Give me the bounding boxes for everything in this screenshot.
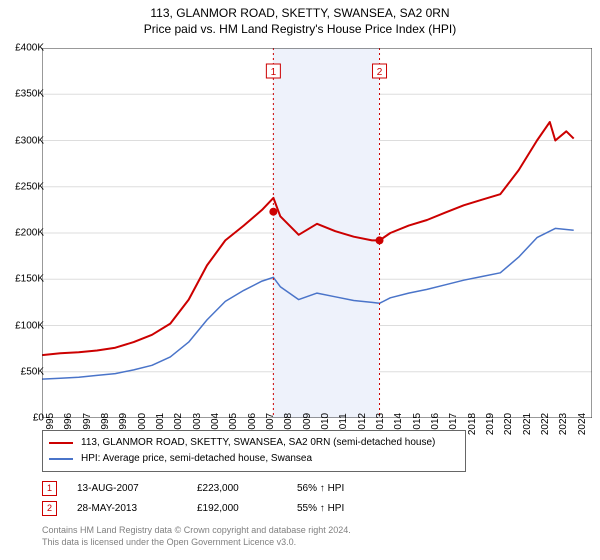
sale-marker-1-index: 1 — [47, 483, 52, 493]
sale-price-1: £223,000 — [197, 483, 297, 494]
legend-label-hpi: HPI: Average price, semi-detached house,… — [81, 451, 312, 467]
y-tick-label: £250K — [4, 181, 44, 192]
x-tick-label: 2023 — [558, 413, 569, 435]
sale-row-2: 2 28-MAY-2013 £192,000 55% ↑ HPI — [42, 498, 397, 518]
legend-row-hpi: HPI: Average price, semi-detached house,… — [49, 451, 459, 467]
x-tick-label: 2019 — [485, 413, 496, 435]
sales-table: 1 13-AUG-2007 £223,000 56% ↑ HPI 2 28-MA… — [42, 478, 397, 518]
sale-marker-2: 2 — [42, 501, 57, 516]
title-subtitle: Price paid vs. HM Land Registry's House … — [0, 22, 600, 36]
chart-container: 113, GLANMOR ROAD, SKETTY, SWANSEA, SA2 … — [0, 0, 600, 560]
sale-hpi-2: 55% ↑ HPI — [297, 503, 397, 514]
footer: Contains HM Land Registry data © Crown c… — [42, 524, 351, 548]
y-tick-label: £350K — [4, 89, 44, 100]
chart-area: 12 — [42, 48, 592, 418]
legend-row-property: 113, GLANMOR ROAD, SKETTY, SWANSEA, SA2 … — [49, 435, 459, 451]
sale-hpi-1: 56% ↑ HPI — [297, 483, 397, 494]
legend-label-property: 113, GLANMOR ROAD, SKETTY, SWANSEA, SA2 … — [81, 435, 435, 451]
y-tick-label: £0 — [4, 413, 44, 424]
x-tick-label: 2022 — [540, 413, 551, 435]
y-tick-label: £200K — [4, 228, 44, 239]
legend-swatch-hpi — [49, 458, 73, 460]
y-tick-label: £400K — [4, 43, 44, 54]
sale-row-1: 1 13-AUG-2007 £223,000 56% ↑ HPI — [42, 478, 397, 498]
sale-date-1: 13-AUG-2007 — [77, 483, 197, 494]
footer-line2: This data is licensed under the Open Gov… — [42, 536, 351, 548]
x-tick-label: 2018 — [467, 413, 478, 435]
svg-text:2: 2 — [377, 67, 383, 78]
x-tick-label: 2020 — [503, 413, 514, 435]
y-tick-label: £100K — [4, 320, 44, 331]
title-address: 113, GLANMOR ROAD, SKETTY, SWANSEA, SA2 … — [0, 6, 600, 20]
x-tick-label: 2024 — [577, 413, 588, 435]
legend-swatch-property — [49, 442, 73, 444]
chart-svg: 12 — [42, 48, 592, 418]
title-block: 113, GLANMOR ROAD, SKETTY, SWANSEA, SA2 … — [0, 0, 600, 36]
sale-date-2: 28-MAY-2013 — [77, 503, 197, 514]
y-tick-label: £50K — [4, 366, 44, 377]
sale-marker-1: 1 — [42, 481, 57, 496]
y-tick-label: £300K — [4, 135, 44, 146]
sale-price-2: £192,000 — [197, 503, 297, 514]
sale-marker-2-index: 2 — [47, 503, 52, 513]
legend-box: 113, GLANMOR ROAD, SKETTY, SWANSEA, SA2 … — [42, 430, 466, 472]
svg-text:1: 1 — [271, 67, 277, 78]
x-tick-label: 2021 — [522, 413, 533, 435]
y-tick-label: £150K — [4, 274, 44, 285]
footer-line1: Contains HM Land Registry data © Crown c… — [42, 524, 351, 536]
